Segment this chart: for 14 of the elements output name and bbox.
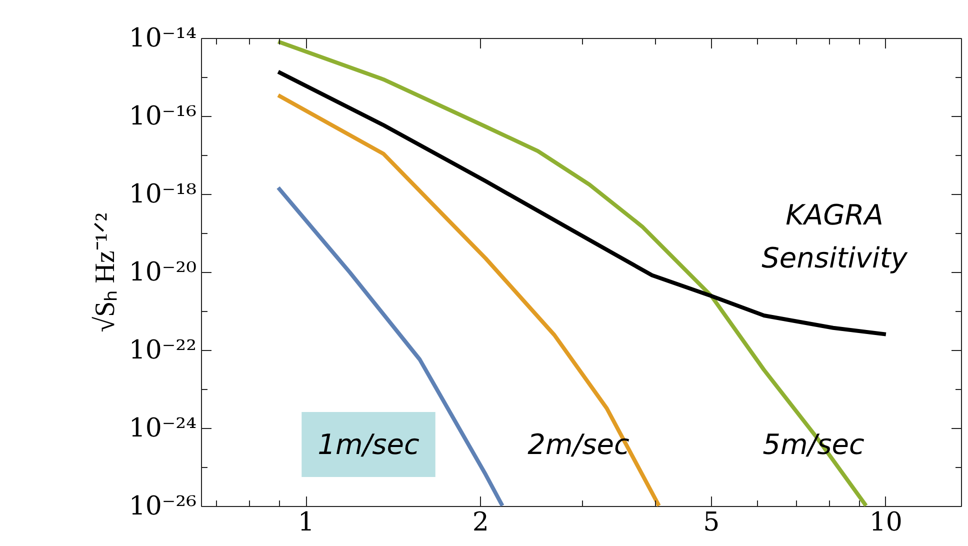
- y-tick-label: 10⁻²⁰: [128, 258, 197, 288]
- x-tick-label: 1: [298, 508, 314, 538]
- x-tick-label: 5: [703, 508, 720, 538]
- x-tick-label: 2: [472, 508, 489, 538]
- series-label: KAGRA Sensitivity: [762, 198, 908, 274]
- y-tick-label: 10⁻¹⁶: [128, 102, 197, 132]
- y-tick-label: 10⁻¹⁴: [128, 24, 197, 54]
- y-tick-label: 10⁻²⁴: [128, 414, 197, 444]
- series-label: 1m/sec: [318, 428, 420, 461]
- y-tick-label: 10⁻²²: [128, 336, 197, 366]
- x-tick-label: 10: [869, 508, 902, 538]
- y-tick-label: 10⁻¹⁸: [128, 180, 197, 210]
- y-axis-title: √Sₕ Hz⁻¹ᐟ²: [90, 212, 121, 332]
- y-tick-label: 10⁻²⁶: [128, 492, 197, 522]
